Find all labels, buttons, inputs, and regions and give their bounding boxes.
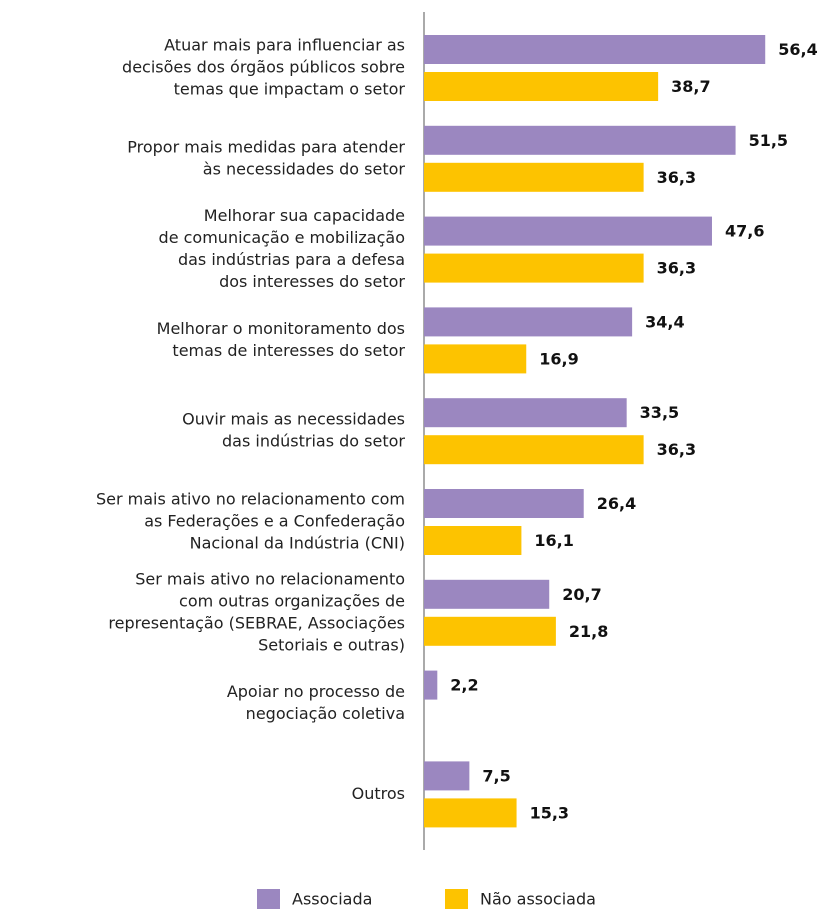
value-label: 16,9 (539, 349, 578, 368)
legend-label: Associada (292, 890, 372, 909)
bar (424, 125, 736, 155)
category-label: as Federações e a Confederação (144, 512, 405, 531)
category-label: dos interesses do setor (219, 272, 405, 291)
bar (424, 253, 644, 283)
bar (424, 435, 644, 465)
value-label: 36,3 (657, 440, 696, 459)
value-label: 26,4 (597, 494, 636, 513)
category-label: temas que impactam o setor (174, 80, 406, 99)
category-label: Ser mais ativo no relacionamento com (96, 490, 405, 509)
bar (424, 761, 470, 791)
bar (424, 798, 517, 828)
bar (424, 398, 627, 428)
category-label: de comunicação e mobilização (159, 228, 405, 247)
bar (424, 670, 438, 700)
category-label: representação (SEBRAE, Associações (108, 613, 405, 632)
value-label: 36,3 (657, 259, 696, 278)
category-label: Outros (352, 784, 405, 803)
category-label: Nacional da Indústria (CNI) (190, 534, 405, 553)
value-label: 15,3 (530, 803, 569, 822)
category-label: Melhorar o monitoramento dos (157, 319, 405, 338)
legend-label: Não associada (480, 890, 596, 909)
category-label: decisões dos órgãos públicos sobre (122, 58, 405, 77)
bar (424, 307, 633, 337)
category-label: das indústrias do setor (222, 432, 405, 451)
value-label: 7,5 (482, 766, 510, 785)
value-label: 33,5 (640, 403, 679, 422)
bar (424, 616, 556, 646)
bar (424, 216, 712, 246)
category-label: Apoiar no processo de (227, 682, 405, 701)
category-label: Atuar mais para influenciar as (164, 36, 405, 55)
bar (424, 72, 659, 101)
value-label: 36,3 (657, 168, 696, 187)
bar (424, 526, 522, 555)
value-label: 16,1 (534, 531, 573, 550)
legend-swatch (257, 889, 280, 909)
value-label: 38,7 (671, 77, 710, 96)
value-label: 34,4 (645, 312, 684, 331)
category-label: Propor mais medidas para atender (127, 137, 405, 156)
category-label: das indústrias para a defesa (178, 250, 405, 269)
category-label: Melhorar sua capacidade (204, 206, 405, 225)
category-label: com outras organizações de (179, 591, 405, 610)
bar (424, 35, 766, 64)
value-label: 56,4 (778, 40, 817, 59)
category-label: negociação coletiva (246, 704, 405, 723)
category-label: às necessidades do setor (203, 159, 406, 178)
category-label: Ser mais ativo no relacionamento (135, 569, 405, 588)
value-label: 2,2 (450, 676, 478, 695)
value-label: 51,5 (749, 131, 788, 150)
bar (424, 344, 527, 374)
value-label: 21,8 (569, 622, 608, 641)
category-label: Setoriais e outras) (258, 635, 405, 654)
bar (424, 489, 584, 518)
category-label: Ouvir mais as necessidades (182, 410, 405, 429)
bar (424, 162, 644, 192)
legend-swatch (445, 889, 468, 909)
value-label: 20,7 (562, 585, 601, 604)
category-label: temas de interesses do setor (172, 341, 405, 360)
value-label: 47,6 (725, 222, 764, 241)
bar (424, 579, 550, 609)
